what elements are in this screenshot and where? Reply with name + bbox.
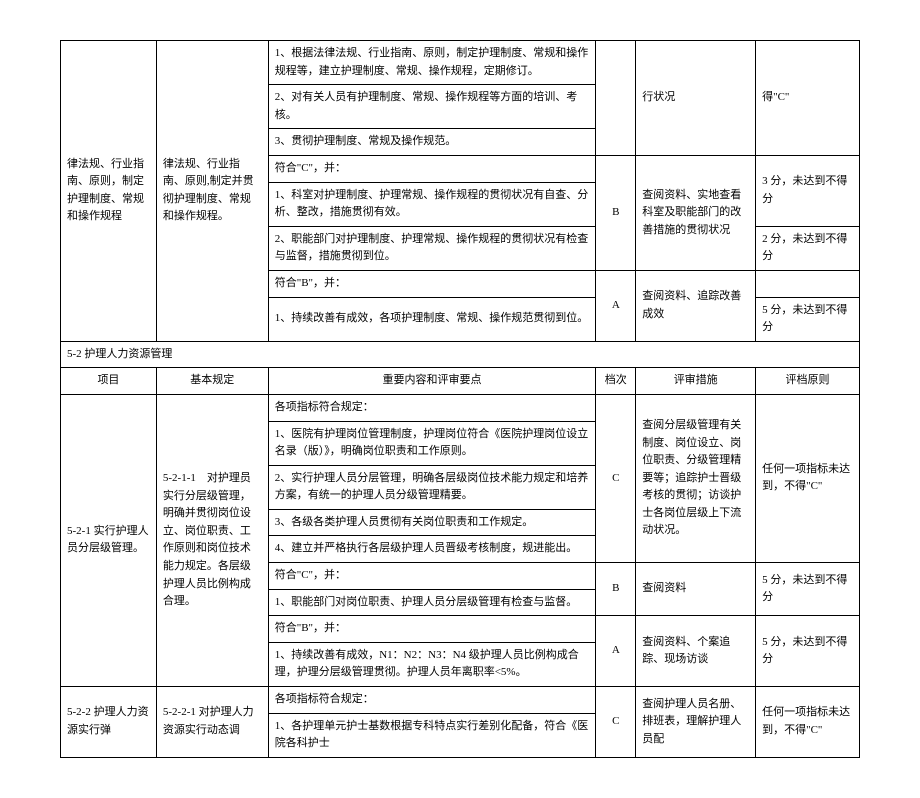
cell-content: 1、科室对护理制度、护理常规、操作规程的贯彻状况有自查、分析、整改，措施贯彻有效… xyxy=(268,182,596,226)
section-title: 5-2 护理人力资源管理 xyxy=(61,341,860,368)
cell-content: 符合"C"，并： xyxy=(268,155,596,182)
col-header: 重要内容和评审要点 xyxy=(268,368,596,395)
cell-rule: 5 分，未达到不得分 xyxy=(756,563,860,616)
cell-grade xyxy=(596,41,636,156)
cell-rule: 5 分，未达到不得分 xyxy=(756,297,860,341)
cell-measure: 查阅护理人员名册、排班表，理解护理人员配 xyxy=(636,687,756,758)
cell-content: 1、职能部门对岗位职责、护理人员分层级管理有检查与监督。 xyxy=(268,589,596,616)
cell-content: 1、持续改善有成效，各项护理制度、常规、操作规范贯彻到位。 xyxy=(268,297,596,341)
cell-content: 符合"B"，并： xyxy=(268,270,596,297)
cell-grade: C xyxy=(596,687,636,758)
cell-content: 1、持续改善有成效，N1：N2：N3：N4 级护理人员比例构成合理，护理分层级管… xyxy=(268,642,596,686)
cell-measure: 查阅资料、追踪改善成效 xyxy=(636,270,756,341)
col-header: 基本规定 xyxy=(156,368,268,395)
cell-measure: 行状况 xyxy=(636,41,756,156)
cell-grade: A xyxy=(596,270,636,341)
cell-project: 律法规、行业指南、原则，制定护理制度、常规和操作规程 xyxy=(61,41,157,342)
col-header: 档次 xyxy=(596,368,636,395)
cell-rule: 得"C" xyxy=(756,41,860,156)
cell-rule: 任何一项指标未达到，不得"C" xyxy=(756,687,860,758)
cell-basic: 5-2-1-1 对护理员实行分层级管理，明确并贯彻岗位设立、岗位职责、工作原则和… xyxy=(156,394,268,686)
cell-project: 5-2-2 护理人力资源实行弹 xyxy=(61,687,157,758)
cell-content: 1、根据法律法规、行业指南、原则，制定护理制度、常规和操作规程等，建立护理制度、… xyxy=(268,41,596,85)
cell-rule xyxy=(756,270,860,297)
cell-content: 3、贯彻护理制度、常规及操作规范。 xyxy=(268,129,596,156)
cell-content: 4、建立并严格执行各层级护理人员晋级考核制度，规进能出。 xyxy=(268,536,596,563)
cell-grade: A xyxy=(596,616,636,687)
cell-grade: B xyxy=(596,155,636,270)
col-header: 评档原则 xyxy=(756,368,860,395)
cell-measure: 查阅资料、个案追踪、现场访谈 xyxy=(636,616,756,687)
cell-basic: 律法规、行业指南、原则,制定并贯彻护理制度、常规和操作规程。 xyxy=(156,41,268,342)
cell-content: 符合"C"，并： xyxy=(268,563,596,590)
cell-content: 2、职能部门对护理制度、护理常规、操作规程的贯彻状况有检查与监督，措施贯彻到位。 xyxy=(268,226,596,270)
col-header: 评审措施 xyxy=(636,368,756,395)
cell-grade: B xyxy=(596,563,636,616)
cell-rule: 3 分，未达到不得分 xyxy=(756,155,860,226)
cell-content: 各项指标符合规定： xyxy=(268,687,596,714)
cell-measure: 查阅分层级管理有关制度、岗位设立、岗位职责、分级管理精要等；追踪护士晋级考核的贯… xyxy=(636,394,756,562)
cell-content: 3、各级各类护理人员贯彻有关岗位职责和工作规定。 xyxy=(268,509,596,536)
cell-grade: C xyxy=(596,394,636,562)
cell-content: 1、各护理单元护士基数根据专科特点实行差别化配备，符合《医院各科护士 xyxy=(268,713,596,757)
cell-measure: 查阅资料 xyxy=(636,563,756,616)
col-header: 项目 xyxy=(61,368,157,395)
cell-rule: 5 分，未达到不得分 xyxy=(756,616,860,687)
cell-rule: 2 分，未达到不得分 xyxy=(756,226,860,270)
cell-project: 5-2-1 实行护理人员分层级管理。 xyxy=(61,394,157,686)
cell-rule: 任何一项指标未达到，不得"C" xyxy=(756,394,860,562)
cell-measure: 查阅资料、实地查看科室及职能部门的改善措施的贯彻状况 xyxy=(636,155,756,270)
evaluation-table: 律法规、行业指南、原则，制定护理制度、常规和操作规程 律法规、行业指南、原则,制… xyxy=(60,40,860,758)
cell-content: 2、实行护理人员分层管理，明确各层级岗位技术能力规定和培养方案，有统一的护理人员… xyxy=(268,465,596,509)
cell-content: 符合"B"，并： xyxy=(268,616,596,643)
cell-content: 各项指标符合规定： xyxy=(268,394,596,421)
cell-basic: 5-2-2-1 对护理人力资源实行动态调 xyxy=(156,687,268,758)
cell-content: 2、对有关人员有护理制度、常规、操作规程等方面的培训、考核。 xyxy=(268,85,596,129)
cell-content: 1、医院有护理岗位管理制度，护理岗位符合《医院护理岗位设立名录（版）》，明确岗位… xyxy=(268,421,596,465)
